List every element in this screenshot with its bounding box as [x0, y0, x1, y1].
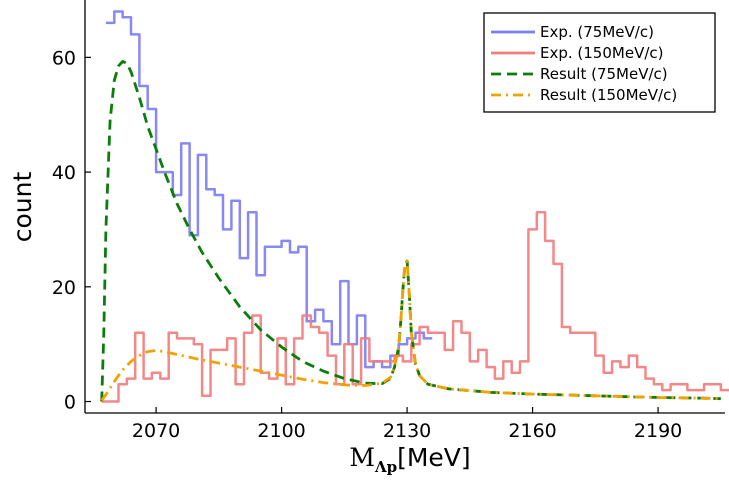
series-line-exp-75mev-c: [105, 10, 433, 369]
x-tick-label: 2160: [508, 420, 556, 442]
legend: Exp. (75MeV/c) Exp. (150MeV/c) Result (75M…: [483, 12, 716, 113]
x-tick-label: 2070: [132, 420, 180, 442]
legend-label: Result (150MeV/c): [540, 86, 677, 104]
tick-labels: 2070 2100 2130 2160 2190 0 20 40 60: [52, 47, 682, 442]
series-line-exp-150mev-c: [101, 210, 729, 403]
plot-area: [100, 10, 729, 403]
legend-label: Exp. (150MeV/c): [540, 44, 663, 62]
series-line-result-150mev-c: [100, 259, 721, 402]
x-axis-title: MΛp[MeV]: [349, 443, 470, 476]
y-tick-label: 40: [52, 162, 76, 184]
legend-label: Result (75MeV/c): [540, 65, 668, 83]
x-axis-title-unit: [MeV]: [397, 443, 471, 472]
y-tick-label: 0: [64, 392, 76, 414]
x-tick-label: 2190: [634, 420, 682, 442]
x-axis-title-subscript: Λp: [374, 458, 397, 476]
axes: [84, 0, 725, 414]
legend-label: Exp. (75MeV/c): [540, 23, 654, 41]
x-tick-label: 2130: [383, 420, 431, 442]
y-tick-label: 60: [52, 47, 76, 69]
x-axis-title-main: M: [349, 443, 375, 472]
x-tick-label: 2100: [257, 420, 305, 442]
y-tick-label: 20: [52, 277, 76, 299]
y-axis-title: count: [8, 172, 37, 243]
